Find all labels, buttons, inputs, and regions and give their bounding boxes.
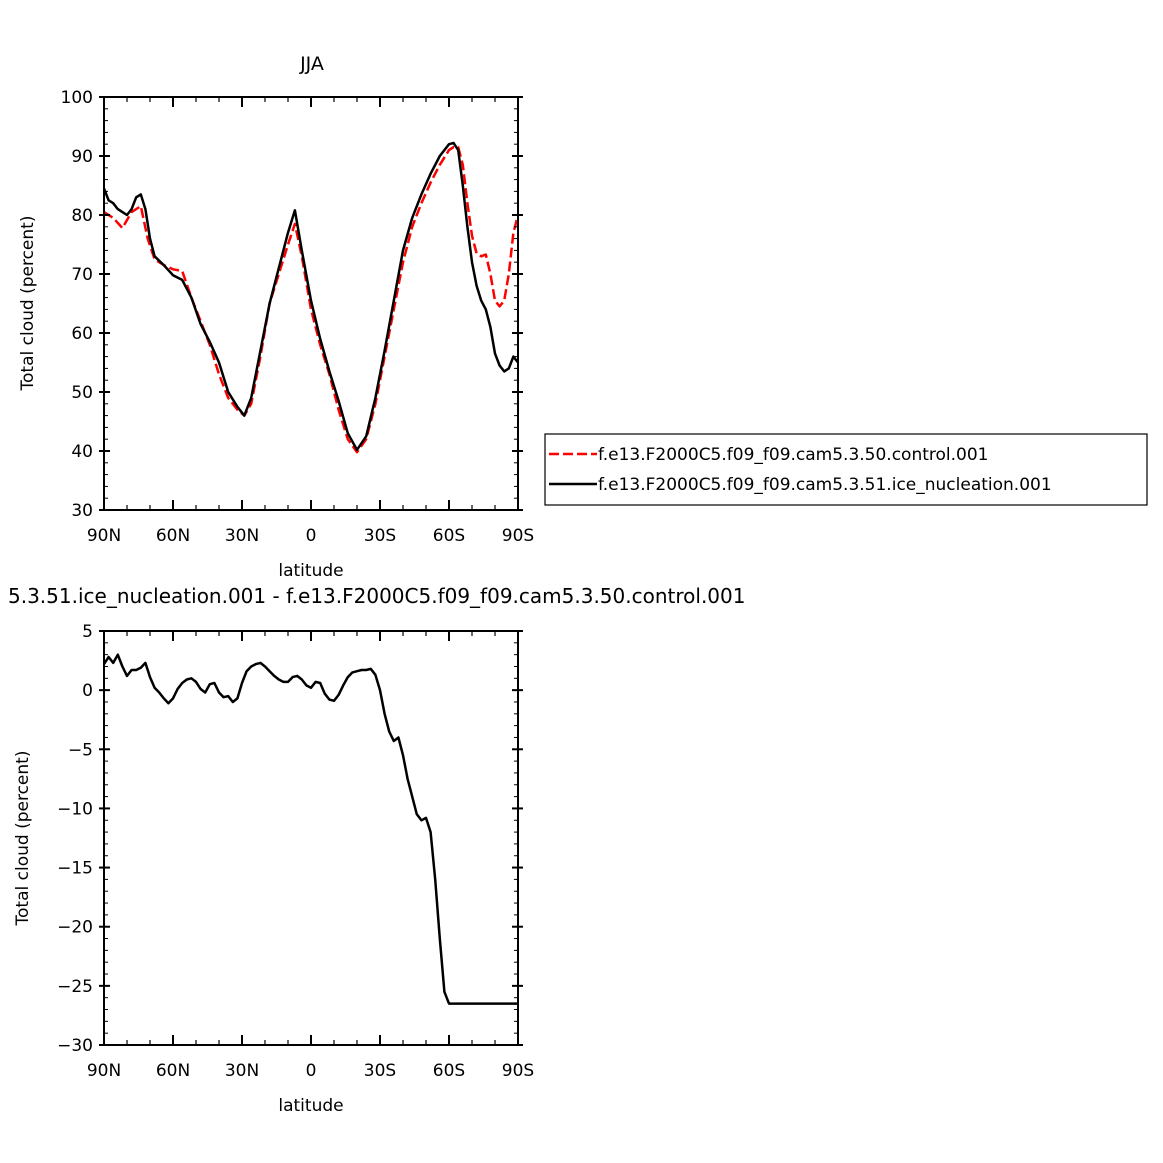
chart-2-series-group xyxy=(102,653,518,1005)
y-tick-label: 40 xyxy=(71,442,93,462)
y-tick-label: 5 xyxy=(82,622,93,642)
chart-1-legend: f.e13.F2000C5.f09_f09.cam5.3.50.control.… xyxy=(544,433,1148,506)
y-tick-label: 90 xyxy=(71,147,93,167)
chart-1-title: JJA xyxy=(299,53,324,75)
chart-1: JJA 90N 60N 30N 0 30S 60S 90S 30 40 50 60 70 80 90 100… xyxy=(18,53,1148,581)
chart-2-title: 5.3.51.ice_nucleation.001 - f.e13.F2000C… xyxy=(8,584,745,608)
chart-1-x-axis-label: latitude xyxy=(278,561,343,581)
x-tick-label: 90N xyxy=(87,526,121,546)
y-tick-label: 0 xyxy=(82,681,93,701)
y-tick-label: −10 xyxy=(57,799,93,819)
x-tick-label: 30S xyxy=(364,1061,396,1081)
chart-2-series-0-line xyxy=(102,653,518,1005)
x-tick-label: 0 xyxy=(306,526,317,546)
x-tick-label: 30S xyxy=(364,526,396,546)
chart-2-frame xyxy=(103,630,519,1046)
y-tick-label: 30 xyxy=(71,501,93,521)
y-tick-label: 70 xyxy=(71,265,93,285)
chart-1-series-0-line xyxy=(103,145,520,454)
y-tick-label: −5 xyxy=(68,740,93,760)
chart-1-series-group xyxy=(102,141,520,454)
x-tick-label: 60S xyxy=(433,1061,465,1081)
y-tick-label: −20 xyxy=(57,918,93,938)
x-tick-label: 0 xyxy=(306,1061,317,1081)
x-tick-label: 90S xyxy=(502,526,534,546)
x-tick-label: 60S xyxy=(433,526,465,546)
chart-1-ticks: 90N 60N 30N 0 30S 60S 90S 30 40 50 60 70 80 90 100 xyxy=(61,88,535,546)
chart-2-plot-area: 90N 60N 30N 0 30S 60S 90S 5 0 −5 −10 −15 −20 −25 −30 xyxy=(57,622,534,1081)
chart-1-series-1-line xyxy=(102,141,519,452)
chart-1-plot-area: 90N 60N 30N 0 30S 60S 90S 30 40 50 60 70 80 90 100 xyxy=(61,88,535,546)
x-tick-label: 90S xyxy=(502,1061,534,1081)
y-tick-label: 50 xyxy=(71,383,93,403)
chart-1-y-axis-label: Total cloud (percent) xyxy=(18,216,38,392)
y-tick-label: 100 xyxy=(61,88,93,108)
chart-2-ticks: 90N 60N 30N 0 30S 60S 90S 5 0 −5 −10 −15 −20 −25 −30 xyxy=(57,622,534,1081)
legend-label-ice-nucleation: f.e13.F2000C5.f09_f09.cam5.3.51.ice_nucl… xyxy=(598,475,1052,495)
chart-2: 5.3.51.ice_nucleation.001 - f.e13.F2000C… xyxy=(8,584,745,1116)
y-tick-label: −25 xyxy=(57,977,93,997)
x-tick-label: 90N xyxy=(87,1061,121,1081)
y-tick-label: −30 xyxy=(57,1036,93,1056)
legend-label-control: f.e13.F2000C5.f09_f09.cam5.3.50.control.… xyxy=(598,445,989,465)
chart-2-y-axis-label: Total cloud (percent) xyxy=(13,751,33,927)
y-tick-label: −15 xyxy=(57,859,93,879)
x-tick-label: 30N xyxy=(225,1061,259,1081)
y-tick-label: 80 xyxy=(71,206,93,226)
x-tick-label: 60N xyxy=(156,1061,190,1081)
y-tick-label: 60 xyxy=(71,324,93,344)
x-tick-label: 30N xyxy=(225,526,259,546)
chart-2-x-axis-label: latitude xyxy=(278,1096,343,1116)
x-tick-label: 60N xyxy=(156,526,190,546)
legend-box xyxy=(544,433,1148,506)
